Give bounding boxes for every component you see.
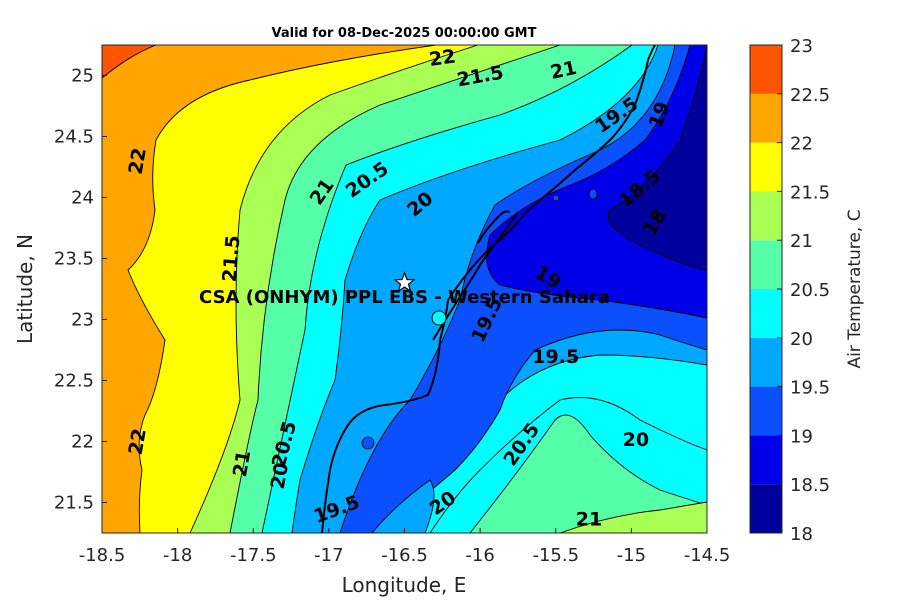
colorbar-band — [750, 45, 782, 94]
colorbar-tick-label: 21.5 — [790, 182, 830, 203]
band-18-18p5 — [607, 45, 707, 271]
y-tick-label: 24 — [71, 188, 94, 209]
colorbar-band — [750, 484, 782, 533]
coastline-inlet — [477, 210, 511, 244]
contour-label: 21 — [548, 57, 578, 84]
contour-label: 21 — [576, 508, 602, 530]
colorbar-label: Air Temperature, C — [845, 209, 865, 368]
colorbar-band — [750, 435, 782, 485]
colorbar-band — [750, 289, 782, 338]
y-tick-label: 25 — [71, 66, 94, 87]
coastline — [321, 45, 656, 533]
colorbar-tick-label: 23 — [790, 36, 813, 57]
contour-label: 19.5 — [532, 346, 579, 368]
colorbar-tick-label: 18 — [790, 524, 813, 545]
colorbar-tick-label: 22 — [790, 134, 813, 155]
colorbar-tick-label: 20.5 — [790, 280, 830, 301]
site-star-marker — [393, 271, 416, 293]
contour-20p5-south — [469, 414, 707, 533]
x-tick-label: -18.5 — [79, 545, 126, 566]
colorbar: 18 18.5 19 19.5 20 20.5 21 21.5 22 22.5 23 — [749, 36, 830, 545]
contour-20-north-lobe — [371, 479, 435, 533]
contour-label: 22 — [125, 146, 151, 176]
contour-label: 20 — [623, 429, 649, 451]
colorbar-band — [750, 93, 782, 143]
contour-label: 21 — [229, 449, 255, 479]
colorbar-tick-label: 19 — [790, 426, 813, 447]
colorbar-band — [750, 386, 782, 436]
y-tick-label: 21.5 — [54, 493, 94, 514]
y-axis-label: Latitude, N — [13, 234, 37, 344]
x-axis-label: Longitude, E — [342, 573, 467, 597]
contour-label: 22 — [428, 45, 457, 70]
map-title: Valid for 08-Dec-2025 00:00:00 GMT — [272, 26, 537, 41]
colorbar-band — [750, 240, 782, 289]
dakhla-city-marker — [431, 310, 447, 326]
y-tick-label: 22 — [71, 432, 94, 453]
contour-label: 21.5 — [219, 234, 245, 283]
y-axis: 21.5 22 22.5 23 23.5 24 24.5 25 — [54, 66, 107, 514]
contour-label: 22 — [125, 427, 151, 457]
y-tick-label: 22.5 — [54, 371, 94, 392]
colorbar-tick-label: 22.5 — [790, 85, 830, 106]
y-tick-label: 24.5 — [54, 127, 94, 148]
colorbar-tick-label: 21 — [790, 231, 813, 252]
y-tick-label: 23 — [71, 310, 94, 331]
x-tick-label: -14.5 — [684, 545, 731, 566]
colorbar-band — [750, 337, 782, 387]
x-tick-label: -17.5 — [230, 545, 277, 566]
contour-plot-area — [102, 45, 707, 533]
x-tick-label: -15.5 — [532, 545, 579, 566]
coastline-main — [321, 45, 656, 533]
colorbar-tick-label: 18.5 — [790, 475, 830, 496]
inland-blob-2 — [552, 194, 560, 202]
colorbar-band — [750, 191, 782, 241]
x-tick-label: -16 — [465, 545, 494, 566]
inland-point-marker — [361, 436, 375, 450]
inland-blob-1 — [588, 188, 598, 200]
contour-label: 20 — [267, 461, 293, 491]
colorbar-tick-label: 19.5 — [790, 378, 830, 399]
x-tick-label: -15 — [617, 545, 646, 566]
y-tick-label: 23.5 — [54, 249, 94, 270]
colorbar-tick-label: 20 — [790, 329, 813, 350]
contour-21-south — [559, 501, 707, 533]
x-axis: -18.5 -18 -17.5 -17 -16.5 -16 -15.5 -15 -14.5 — [79, 528, 731, 566]
colorbar-band — [750, 142, 782, 192]
site-label: CSA (ONHYM) PPL EBS - Western Sahara — [199, 287, 610, 308]
x-tick-label: -17 — [314, 545, 343, 566]
dakhla-peninsula — [432, 211, 519, 341]
x-tick-label: -16.5 — [381, 545, 428, 566]
x-tick-label: -18 — [163, 545, 192, 566]
